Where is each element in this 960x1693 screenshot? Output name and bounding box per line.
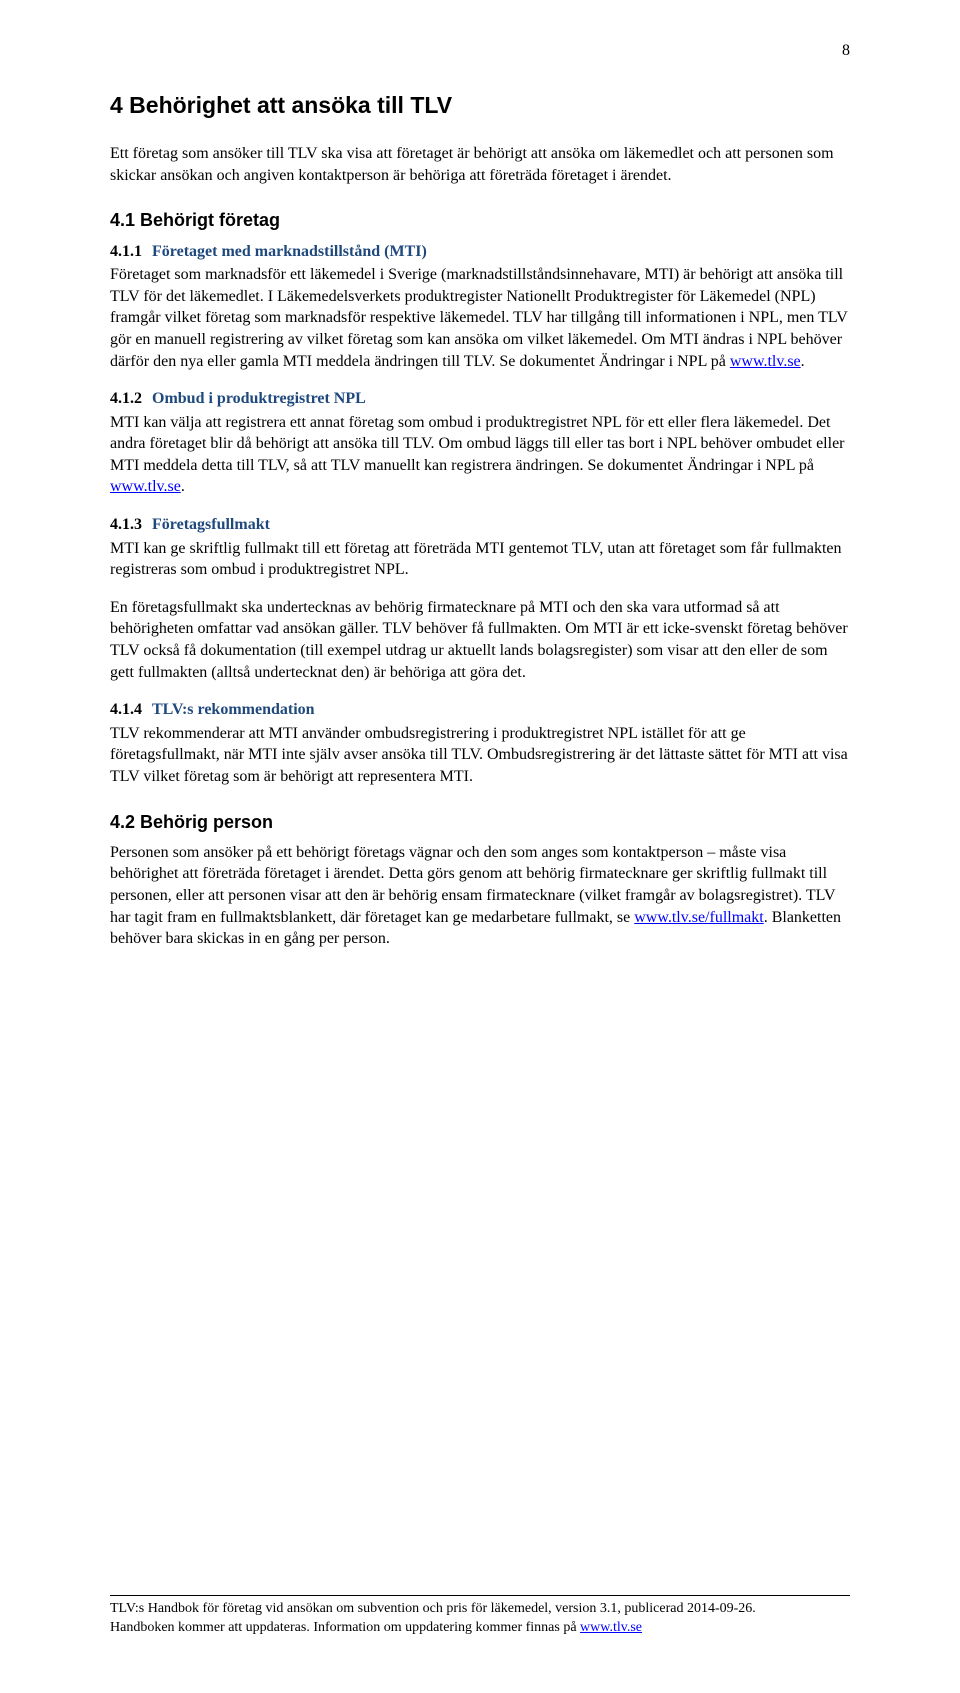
paragraph-414: TLV rekommenderar att MTI använder ombud… bbox=[110, 723, 850, 788]
heading-text: Företaget med marknadstillstånd (MTI) bbox=[152, 243, 427, 260]
page-number: 8 bbox=[842, 40, 850, 62]
heading-3-ombud: 4.1.2 Ombud i produktregistret NPL bbox=[110, 388, 850, 410]
footer-line-1: TLV:s Handbok för företag vid ansökan om… bbox=[110, 1600, 850, 1619]
heading-3-mti: 4.1.1 Företaget med marknadstillstånd (MT… bbox=[110, 241, 850, 263]
heading-3-foretagsfullmakt: 4.1.3 Företagsfullmakt bbox=[110, 514, 850, 536]
link-tlv-se[interactable]: www.tlv.se bbox=[730, 353, 801, 370]
text-segment: Handboken kommer att uppdateras. Informa… bbox=[110, 1620, 580, 1635]
footer-line-2: Handboken kommer att uppdateras. Informa… bbox=[110, 1619, 850, 1638]
heading-text: TLV:s rekommendation bbox=[152, 701, 315, 718]
paragraph-42: Personen som ansöker på ett behörigt för… bbox=[110, 842, 850, 950]
heading-2-behorig-person: 4.2 Behörig person bbox=[110, 810, 850, 834]
text-segment: MTI kan välja att registrera ett annat f… bbox=[110, 414, 845, 474]
heading-1-behorighet: 4 Behörighet att ansöka till TLV bbox=[110, 90, 850, 121]
heading-number: 4.1.1 bbox=[110, 243, 142, 260]
heading-3-rekommendation: 4.1.4 TLV:s rekommendation bbox=[110, 699, 850, 721]
heading-2-behorigt-foretag: 4.1 Behörigt företag bbox=[110, 208, 850, 232]
paragraph-413-2: En företagsfullmakt ska undertecknas av … bbox=[110, 597, 850, 683]
paragraph-411: Företaget som marknadsför ett läkemedel … bbox=[110, 264, 850, 372]
link-tlv-se[interactable]: www.tlv.se bbox=[580, 1620, 642, 1635]
heading-number: 4.1.4 bbox=[110, 701, 142, 718]
text-segment: . bbox=[801, 353, 805, 370]
intro-paragraph: Ett företag som ansöker till TLV ska vis… bbox=[110, 143, 850, 186]
text-segment: . bbox=[181, 478, 185, 495]
paragraph-412: MTI kan välja att registrera ett annat f… bbox=[110, 412, 850, 498]
heading-number: 4.1.2 bbox=[110, 390, 142, 407]
page-footer: TLV:s Handbok för företag vid ansökan om… bbox=[110, 1595, 850, 1638]
link-tlv-fullmakt[interactable]: www.tlv.se/fullmakt bbox=[634, 909, 763, 926]
heading-text: Ombud i produktregistret NPL bbox=[152, 390, 366, 407]
paragraph-413-1: MTI kan ge skriftlig fullmakt till ett f… bbox=[110, 538, 850, 581]
heading-number: 4.1.3 bbox=[110, 516, 142, 533]
heading-text: Företagsfullmakt bbox=[152, 516, 270, 533]
link-tlv-se[interactable]: www.tlv.se bbox=[110, 478, 181, 495]
